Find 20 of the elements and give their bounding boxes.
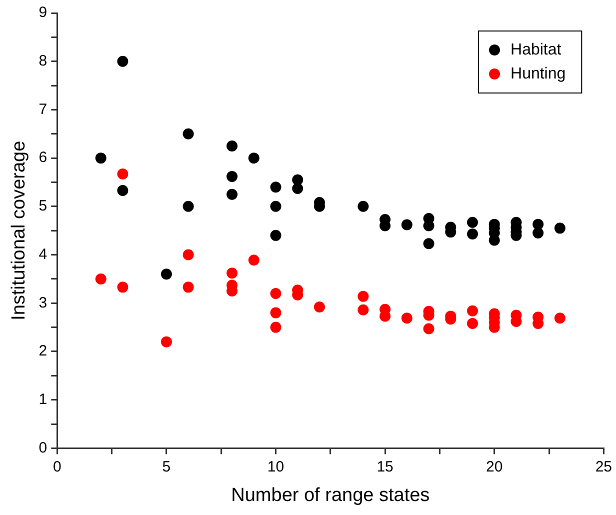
legend-label: Habitat [510, 41, 562, 58]
x-tick-label: 0 [52, 458, 62, 476]
y-tick-label: 6 [38, 149, 48, 166]
y-axis-title: Institutional coverage [8, 140, 30, 320]
x-axis-title: Number of range states [231, 484, 430, 506]
y-tick-label: 1 [38, 390, 48, 408]
x-tick-label: 25 [595, 458, 612, 476]
y-tick-label: 9 [38, 4, 48, 22]
y-tick-label: 7 [38, 100, 48, 118]
legend-label: Hunting [510, 65, 566, 82]
y-tick-label: 8 [38, 52, 48, 70]
x-tick-label: 5 [162, 458, 171, 476]
y-tick-label: 3 [38, 294, 48, 312]
x-tick-label: 20 [486, 458, 503, 476]
x-tick-label: 10 [267, 458, 284, 476]
y-tick-label: 0 [38, 439, 48, 456]
y-tick-label: 4 [38, 246, 48, 263]
y-tick-label: 5 [38, 198, 48, 215]
y-tick-label: 2 [38, 342, 48, 360]
x-tick-label: 15 [376, 458, 394, 476]
